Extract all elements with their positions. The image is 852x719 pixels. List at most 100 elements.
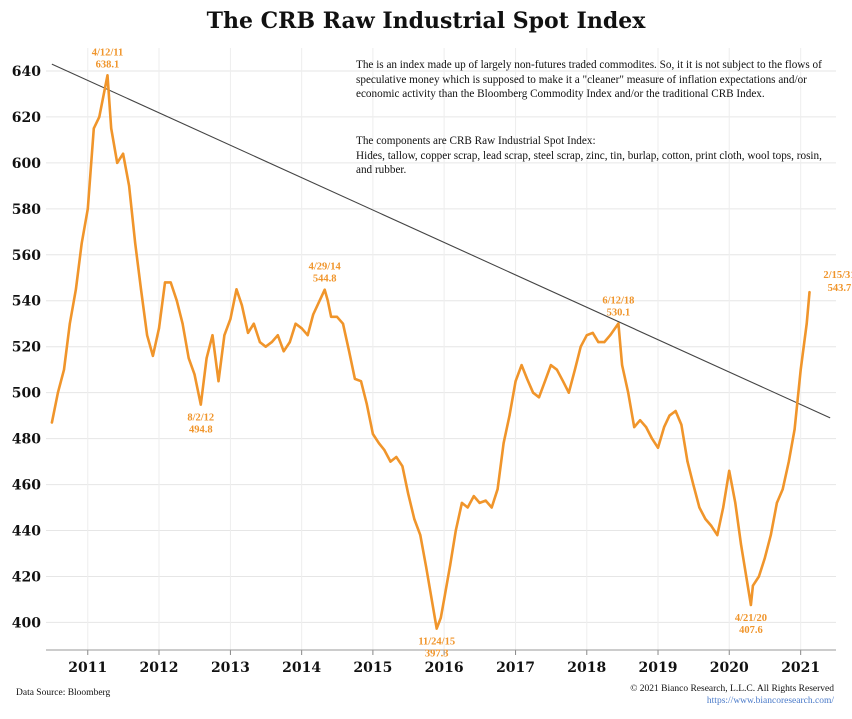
data-point xyxy=(205,357,208,360)
data-point xyxy=(128,184,131,187)
data-point xyxy=(98,115,101,118)
data-point xyxy=(617,322,620,325)
data-point xyxy=(668,414,671,417)
website-link[interactable]: https://www.biancoresearch.com/ xyxy=(706,696,834,706)
data-point xyxy=(799,368,802,371)
data-point xyxy=(187,357,190,360)
annotation-value: 407.6 xyxy=(739,625,763,636)
data-point xyxy=(751,584,755,587)
data-point xyxy=(326,299,329,302)
data-point xyxy=(371,432,374,436)
data-point xyxy=(514,380,517,383)
data-point xyxy=(454,529,457,532)
data-point xyxy=(781,488,784,491)
data-point xyxy=(532,391,535,394)
y-tick-label: 420 xyxy=(12,569,41,585)
x-tick-label: 2019 xyxy=(639,660,678,676)
annotation-date: 6/12/18 xyxy=(602,295,634,306)
data-point xyxy=(223,334,226,337)
data-point xyxy=(276,334,279,337)
y-tick-label: 560 xyxy=(12,248,41,264)
annotation-value: 544.8 xyxy=(313,274,337,285)
trendline xyxy=(51,63,831,419)
data-point xyxy=(134,242,137,245)
x-tick-label: 2020 xyxy=(710,660,749,676)
y-tick-label: 540 xyxy=(12,294,41,310)
data-point xyxy=(246,331,250,334)
data-point xyxy=(603,341,606,344)
data-point xyxy=(50,421,54,424)
data-point xyxy=(739,543,743,546)
y-tick-label: 500 xyxy=(12,386,41,402)
data-point xyxy=(449,563,452,567)
data-point xyxy=(122,152,125,155)
data-point xyxy=(579,345,582,348)
data-point xyxy=(508,414,511,417)
data-point xyxy=(591,331,594,334)
note-paragraph-2-body: Hides, tallow, copper scrap, lead scrap,… xyxy=(356,149,822,177)
x-tick-label: 2015 xyxy=(353,660,392,676)
data-point xyxy=(722,506,725,509)
annotation-date: 8/2/12 xyxy=(187,413,214,424)
data-point xyxy=(217,380,220,383)
data-point xyxy=(663,426,666,429)
data-point xyxy=(157,327,161,330)
data-point xyxy=(62,368,66,371)
data-point xyxy=(211,334,214,337)
x-tick-label: 2016 xyxy=(425,660,464,676)
y-tick-label: 600 xyxy=(12,156,41,172)
data-point xyxy=(460,501,463,504)
y-tick-label: 480 xyxy=(12,432,41,448)
x-tick-label: 2012 xyxy=(140,660,179,676)
annotation-date: 11/24/15 xyxy=(418,637,455,648)
data-point xyxy=(537,396,541,399)
annotation-date: 2/15/31 xyxy=(823,270,852,281)
data-source: Data Source: Bloomberg xyxy=(16,688,111,698)
data-point xyxy=(520,364,523,367)
x-tick-label: 2011 xyxy=(68,660,107,676)
data-point xyxy=(555,368,559,371)
data-point xyxy=(478,501,481,504)
data-point xyxy=(490,506,493,509)
data-point xyxy=(692,483,695,486)
data-point xyxy=(466,506,469,509)
data-point xyxy=(543,380,547,383)
data-point xyxy=(749,603,753,607)
data-point xyxy=(413,517,416,521)
note-paragraph-2-heading: The components are CRB Raw Industrial Sp… xyxy=(356,135,596,147)
data-point xyxy=(235,288,238,291)
y-tick-label: 620 xyxy=(12,110,41,126)
y-tick-label: 440 xyxy=(12,524,41,540)
data-point xyxy=(335,315,339,318)
data-point xyxy=(775,501,779,504)
data-point xyxy=(258,341,261,344)
data-point xyxy=(86,207,89,210)
data-point xyxy=(395,455,398,459)
data-point xyxy=(439,616,442,619)
data-point xyxy=(502,442,505,445)
data-point xyxy=(763,557,766,560)
y-tick-label: 400 xyxy=(12,615,41,631)
x-tick-label: 2017 xyxy=(496,660,535,676)
data-point xyxy=(793,428,796,431)
data-point xyxy=(787,460,790,463)
data-point xyxy=(549,364,553,367)
trendline-layer xyxy=(51,63,831,419)
data-point xyxy=(650,437,654,440)
data-point xyxy=(704,517,707,521)
data-point xyxy=(674,409,677,413)
y-tick-label: 520 xyxy=(12,340,41,356)
series-layer xyxy=(50,74,811,630)
data-point xyxy=(181,322,184,325)
note-paragraph-1: The is an index made up of largely non-f… xyxy=(356,59,822,100)
data-point xyxy=(151,354,154,357)
annotation-value: 530.1 xyxy=(607,307,631,318)
data-point xyxy=(74,288,77,291)
data-point xyxy=(377,442,380,445)
data-point xyxy=(609,334,612,337)
y-tick-label: 640 xyxy=(12,64,41,80)
data-point xyxy=(116,161,119,164)
data-point xyxy=(698,506,701,509)
